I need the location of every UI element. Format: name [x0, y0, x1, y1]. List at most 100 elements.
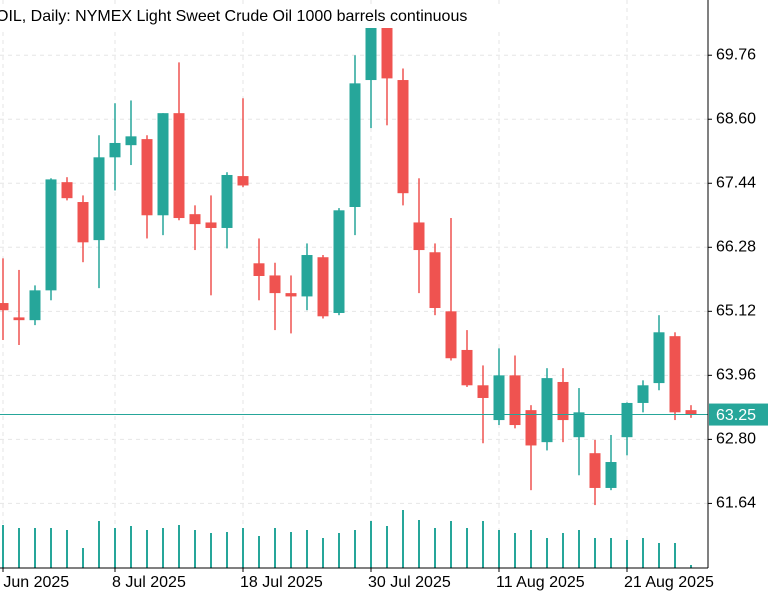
candle-body: [77, 202, 89, 243]
volume-bar: [146, 530, 148, 568]
candle-body: [141, 139, 153, 216]
volume-bar: [210, 533, 212, 568]
candle-body: [317, 257, 329, 317]
y-tick-label: 61.64: [716, 495, 756, 512]
volume-bar: [498, 530, 500, 568]
y-tick-label: 68.60: [716, 110, 756, 127]
volume-bar: [82, 548, 84, 568]
volume-bar: [354, 530, 356, 568]
volume-bar: [162, 528, 164, 568]
candle-body: [205, 222, 217, 228]
candle-body: [445, 311, 457, 359]
volume-bar: [306, 530, 308, 568]
volume-bar: [450, 521, 452, 568]
volume-bar: [370, 521, 372, 568]
volume-bar: [322, 538, 324, 568]
candle-body: [621, 402, 633, 438]
candle-body: [0, 303, 9, 311]
candle-body: [589, 453, 601, 488]
candle-body: [605, 462, 617, 488]
volume-bar: [34, 528, 36, 568]
candle-body: [429, 252, 441, 309]
volume-bar: [130, 526, 132, 568]
candle-body: [685, 410, 697, 415]
candle-body: [93, 157, 105, 241]
volume-bar: [466, 528, 468, 568]
candle-body: [525, 410, 537, 446]
volume-bar: [674, 543, 676, 568]
volume-bar: [642, 538, 644, 568]
volume-bar: [98, 521, 100, 568]
volume-bar: [114, 528, 116, 568]
y-tick-label: 62.80: [716, 431, 756, 448]
y-tick-label: 65.12: [716, 303, 756, 320]
last-price-box: [709, 403, 768, 426]
candle-body: [541, 378, 553, 443]
volume-bar: [482, 521, 484, 568]
volume-bar: [18, 528, 20, 568]
x-tick-label: 18 Jul 2025: [240, 574, 323, 591]
volume-bar: [178, 525, 180, 568]
candle-body: [269, 275, 281, 294]
volume-bar: [2, 525, 4, 568]
y-tick-label: 67.44: [716, 174, 756, 191]
y-tick-label: 63.96: [716, 367, 756, 384]
volume-bar: [434, 528, 436, 568]
y-tick-label: 69.76: [716, 46, 756, 63]
candle-body: [29, 290, 41, 321]
volume-bar: [594, 538, 596, 568]
volume-bar: [546, 538, 548, 568]
volume-bar: [578, 530, 580, 568]
x-tick-label: 6 Jun 2025: [0, 574, 69, 591]
candle-body: [653, 332, 665, 384]
volume-bar: [402, 510, 404, 568]
candle-body: [109, 142, 121, 158]
chart-title: OIL, Daily: NYMEX Light Sweet Crude Oil …: [0, 8, 467, 25]
volume-bar: [194, 530, 196, 568]
candle-body: [285, 293, 297, 297]
candle-body: [477, 385, 489, 398]
volume-bar: [50, 528, 52, 568]
candle-body: [125, 136, 137, 146]
candles: [0, 20, 708, 506]
volume-bar: [562, 533, 564, 568]
last-price-label: 63.25: [716, 407, 756, 424]
candle-body: [173, 113, 185, 219]
candle-body: [349, 83, 361, 207]
volume-bars: [2, 510, 692, 568]
candle-body: [237, 176, 249, 186]
x-tick-label: 8 Jul 2025: [112, 574, 186, 591]
candle-body: [573, 412, 585, 438]
candle-body: [13, 317, 25, 321]
candle-body: [493, 375, 505, 421]
axes: 61.64 62.80 63.96 65.12 66.28 67.44 68.60 69.76…: [0, 46, 768, 591]
candle-body: [253, 263, 265, 276]
volume-bar: [242, 528, 244, 568]
candle-body: [509, 375, 521, 426]
volume-bar: [658, 543, 660, 568]
volume-bar: [418, 520, 420, 568]
candle-body: [333, 210, 345, 313]
volume-bar: [626, 540, 628, 568]
candle-body: [301, 255, 313, 297]
candle-body: [669, 336, 681, 413]
title-background: [0, 4, 552, 28]
candle-body: [557, 381, 569, 421]
candle-body: [397, 80, 409, 194]
volume-bar: [66, 530, 68, 568]
y-tick-label: 66.28: [716, 239, 756, 256]
candle-body: [221, 174, 233, 228]
candle-body: [637, 385, 649, 403]
volume-bar: [530, 530, 532, 568]
volume-bar: [274, 528, 276, 568]
candle-body: [189, 214, 201, 225]
x-tick-label: 11 Aug 2025: [496, 574, 585, 591]
volume-bar: [386, 526, 388, 568]
volume-bar: [338, 533, 340, 568]
candle-body: [45, 179, 57, 291]
x-tick-label: 30 Jul 2025: [368, 574, 451, 591]
candle-body: [157, 113, 169, 216]
